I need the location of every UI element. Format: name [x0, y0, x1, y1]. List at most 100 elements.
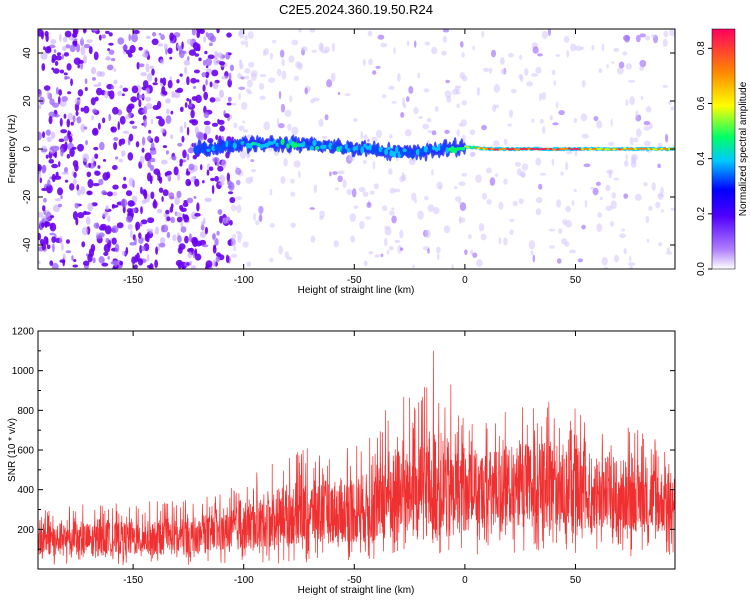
spectrogram-cell — [166, 216, 171, 222]
spectrogram-cell — [71, 37, 79, 42]
spectrogram-ridge-core — [649, 147, 654, 150]
spectrogram-cell — [238, 86, 246, 90]
spectrogram-cell — [136, 252, 140, 262]
spectrogram-cell — [179, 106, 184, 113]
spectrogram-cell — [368, 58, 373, 66]
spectrogram-cell — [512, 200, 518, 207]
spectrogram-cell — [418, 116, 424, 119]
spectrogram-cell — [349, 213, 357, 222]
spectrogram-cell — [105, 30, 110, 35]
spectrogram-cell — [193, 196, 197, 200]
spectrogram-ridge-core — [371, 148, 375, 155]
spectrogram-cell — [156, 208, 163, 214]
spectrogram-cell — [549, 115, 553, 121]
spectrogram-cell — [635, 34, 641, 43]
spectrogram-ridge-core — [415, 148, 421, 156]
spectrogram-cell — [278, 245, 283, 255]
spectrogram-ridge-core — [461, 146, 466, 151]
spectrogram-cell — [65, 76, 71, 80]
spectrogram-cell — [62, 45, 67, 52]
spectrogram-ridge-core — [206, 148, 211, 152]
spectrogram-ridge-core — [434, 147, 439, 152]
spectrogram-cell — [518, 198, 524, 204]
spectrogram-cell — [161, 196, 164, 203]
spectrogram-cell — [215, 256, 221, 262]
spectrogram-cell — [205, 57, 213, 67]
spectrogram-cell — [329, 171, 332, 177]
spectrogram-cell — [584, 199, 588, 208]
spectrogram-ridge-core — [312, 139, 317, 147]
spectrogram-cell — [48, 145, 57, 154]
spectrogram-cell — [170, 216, 175, 224]
spectrogram-cell — [140, 245, 146, 252]
spectrogram-cell — [147, 135, 152, 142]
spectrogram-cell — [258, 83, 265, 90]
spectrogram-cell — [375, 65, 381, 69]
spectrogram-cell — [108, 49, 115, 55]
spectrogram-cell — [229, 219, 233, 226]
spectrogram-cell — [122, 130, 130, 135]
spectrogram-cell — [389, 187, 396, 194]
spectrogram-cell — [114, 243, 120, 253]
spectrogram-cell — [490, 49, 497, 58]
spectrogram-cell — [441, 50, 447, 56]
spectrogram-cell — [250, 72, 257, 81]
spectrogram-cell — [54, 198, 61, 202]
spectrogram-cell — [417, 210, 424, 220]
snr-y-tick-label: 1200 — [12, 327, 35, 338]
colorbar-label: Normalized spectral amplitude — [738, 81, 749, 216]
spectrogram-cell — [63, 52, 70, 57]
spectrogram-cell — [235, 196, 243, 201]
spectrogram-cell — [139, 221, 143, 227]
spectrogram-cell — [58, 138, 65, 143]
spectrogram-cell — [154, 226, 160, 235]
spectrogram-cell — [290, 178, 295, 184]
spectrogram-cell — [169, 206, 174, 213]
spectrogram-cell — [244, 68, 251, 74]
spectrogram-cell — [472, 252, 478, 258]
spectrogram-cell — [61, 96, 68, 102]
spectrogram-cell — [216, 161, 220, 167]
spectrogram-cell — [158, 187, 164, 193]
spectrogram-cell — [662, 84, 668, 89]
spectrogram-cell — [276, 117, 280, 126]
spectrogram-cell — [460, 119, 467, 127]
spectrogram-cell — [240, 76, 245, 80]
spectrogram-cell — [169, 56, 173, 60]
spectrogram-cell — [548, 245, 556, 249]
spectrogram-cell — [69, 44, 76, 53]
spectrogram-cell — [71, 32, 78, 38]
spectrogram-cell — [524, 68, 529, 76]
spectrogram-cell — [444, 129, 450, 134]
spectrogram-cell — [183, 59, 191, 66]
spectrogram-cell — [95, 234, 103, 240]
spectrogram-cell — [203, 111, 210, 119]
spectrogram-cell — [202, 84, 206, 92]
spectrogram-cell — [368, 250, 374, 255]
spectrogram-cell — [633, 137, 639, 143]
spectrogram-cell — [98, 34, 102, 41]
spectrogram-cell — [332, 171, 338, 176]
spectrogram-cell — [643, 140, 651, 147]
spectrogram-cell — [186, 126, 190, 136]
spectrogram-cell — [113, 136, 119, 141]
spectrogram-cell — [660, 209, 664, 213]
spectrogram-ridge-core — [577, 148, 582, 151]
spectrogram-cell — [107, 256, 110, 260]
spectrogram-ridge-core — [426, 148, 431, 155]
spectrogram-cell — [426, 117, 432, 123]
spectrogram-cell — [98, 256, 105, 264]
spectrogram-cell — [51, 173, 56, 183]
spectrogram-cell — [342, 179, 347, 189]
spectrogram-cell — [69, 183, 75, 191]
spectrogram-ridge-core — [405, 151, 410, 155]
spectrogram-cell — [216, 230, 220, 236]
spectrogram-cell — [444, 90, 452, 99]
spectrogram-ridge-core — [541, 148, 545, 151]
spectrogram-cell — [74, 98, 81, 105]
spectrogram-cell — [84, 78, 88, 85]
colorbar-tick-label: 0.0 — [696, 262, 707, 276]
spectrogram-cell — [144, 233, 149, 242]
spectrogram-cell — [130, 33, 139, 43]
